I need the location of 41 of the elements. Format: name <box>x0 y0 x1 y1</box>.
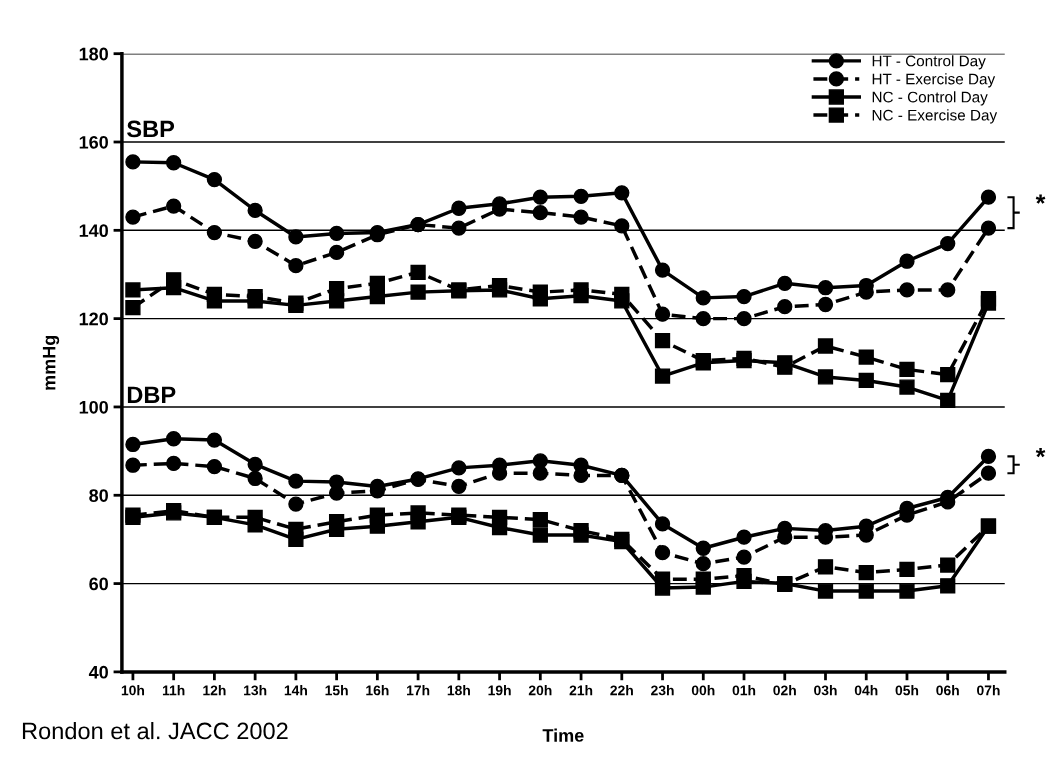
legend-label: NC - Control Day <box>872 91 988 106</box>
y-tick-label: 80 <box>89 489 108 502</box>
x-tick-label: 15h <box>325 685 348 696</box>
x-tick-label: 11h <box>162 685 185 696</box>
text: Rondon et al. JACC 2002 <box>22 721 288 740</box>
x-tick-label: 03h <box>814 685 837 696</box>
x-tick-label: 05h <box>895 685 919 696</box>
y-tick-label: 140 <box>79 224 108 238</box>
text: * <box>1035 194 1046 204</box>
x-tick-label: 20h <box>528 685 552 696</box>
x-tick-label: 16h <box>366 685 389 696</box>
x-tick-label: 19h <box>488 685 511 696</box>
x-axis-title: Time <box>542 728 584 742</box>
legend-label: HT - Exercise Day <box>872 73 996 88</box>
x-tick-label: 04h <box>854 685 878 696</box>
x-tick-label: 21h <box>569 685 593 696</box>
x-tick-label: 06h <box>936 685 959 696</box>
x-tick-label: 18h <box>447 685 470 696</box>
x-tick-label: 17h <box>407 685 430 696</box>
x-tick-label: 12h <box>203 685 226 696</box>
x-tick-label: 10h <box>121 685 145 696</box>
annotation: SBP <box>127 120 175 138</box>
legend-label: NC - Exercise Day <box>872 109 998 124</box>
legend-label: HT - Control Day <box>872 55 986 70</box>
x-tick-label: 00h <box>691 685 715 696</box>
x-tick-label: 13h <box>244 685 267 696</box>
y-axis-title: mmHg <box>42 335 60 390</box>
x-tick-label: 02h <box>773 685 796 696</box>
y-tick-label: 60 <box>89 577 108 591</box>
annotation: DBP <box>127 386 176 403</box>
y-tick-label: 40 <box>88 665 108 679</box>
text: * <box>1035 447 1046 458</box>
x-tick-label: 07h <box>977 685 1000 696</box>
x-tick-label: 01h <box>732 685 756 696</box>
x-tick-label: 22h <box>610 685 633 696</box>
y-tick-label: 160 <box>79 135 108 149</box>
y-tick-label: 100 <box>79 400 108 414</box>
y-tick-label: 120 <box>79 312 108 326</box>
x-tick-label: 14h <box>284 685 307 696</box>
y-tick-label: 180 <box>79 47 108 61</box>
x-tick-label: 23h <box>651 685 674 696</box>
